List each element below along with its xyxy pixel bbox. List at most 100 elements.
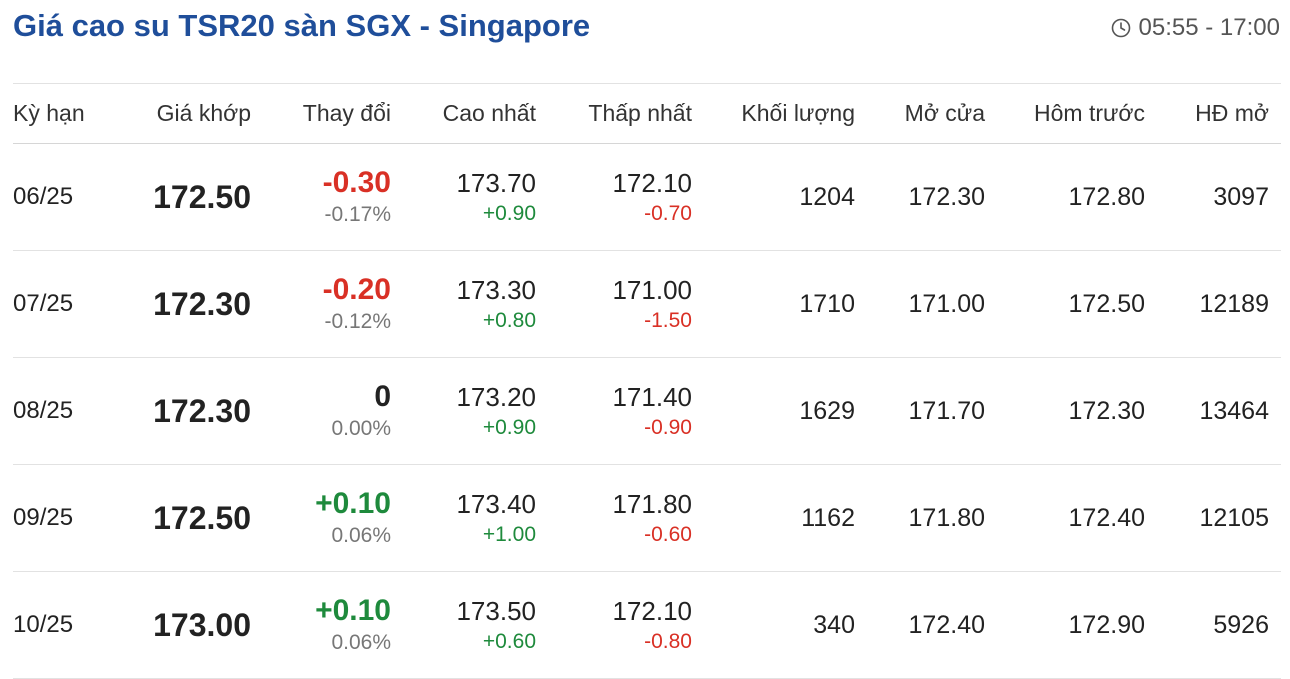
volume-cell: 1710 xyxy=(799,289,855,318)
match-price: 173.00 xyxy=(153,606,251,643)
prev-cell: 172.30 xyxy=(1068,396,1145,425)
price-cell: 172.50 xyxy=(113,465,263,572)
column-header-open: Mở cửa xyxy=(904,100,985,126)
open-cell: 171.80 xyxy=(908,503,985,532)
price-cell: 172.30 xyxy=(113,251,263,358)
open-interest-cell: 12105 xyxy=(1199,503,1269,532)
term-cell: 10/25 xyxy=(13,572,113,679)
column-header-open-interest: HĐ mở xyxy=(1195,100,1269,126)
change-value: +0.10 xyxy=(315,594,391,627)
match-price: 172.50 xyxy=(153,499,251,536)
high-price: 173.40 xyxy=(456,489,536,519)
volume-cell: 1629 xyxy=(799,396,855,425)
change-percent: -0.12% xyxy=(324,310,391,333)
table-row: 09/25 172.50 +0.10 0.06% 173.40 +1.00 17… xyxy=(13,465,1281,572)
low-change: -0.60 xyxy=(644,523,692,546)
change-value: +0.10 xyxy=(315,487,391,520)
low-price: 172.10 xyxy=(612,168,692,198)
term: 09/25 xyxy=(13,504,74,531)
open-cell: 171.00 xyxy=(908,289,985,318)
change-cell: +0.10 0.06% xyxy=(263,572,403,679)
high-cell: 173.70 +0.90 xyxy=(403,144,548,251)
price-cell: 173.00 xyxy=(113,572,263,679)
high-price: 173.20 xyxy=(456,382,536,412)
match-price: 172.30 xyxy=(153,285,251,322)
change-percent: 0.06% xyxy=(331,631,391,654)
price-cell: 172.30 xyxy=(113,358,263,465)
page-title: Giá cao su TSR20 sàn SGX - Singapore xyxy=(13,8,591,43)
low-change: -0.80 xyxy=(644,630,692,653)
low-change: -1.50 xyxy=(644,309,692,332)
column-header-price: Giá khớp xyxy=(156,100,251,126)
high-price: 173.70 xyxy=(456,168,536,198)
low-cell: 171.80 -0.60 xyxy=(548,465,704,572)
change-value: -0.20 xyxy=(322,273,391,306)
term: 08/25 xyxy=(13,397,74,424)
low-change: -0.70 xyxy=(644,202,692,225)
term-cell: 06/25 xyxy=(13,144,113,251)
open-interest-cell: 3097 xyxy=(1213,182,1269,211)
low-price: 171.40 xyxy=(612,382,692,412)
table-row: 07/25 172.30 -0.20 -0.12% 173.30 +0.80 1… xyxy=(13,251,1281,358)
term-cell: 08/25 xyxy=(13,358,113,465)
term: 07/25 xyxy=(13,290,74,317)
trading-hours: 05:55 - 17:00 xyxy=(1111,14,1280,42)
low-cell: 171.40 -0.90 xyxy=(548,358,704,465)
high-cell: 173.30 +0.80 xyxy=(403,251,548,358)
prev-cell: 172.80 xyxy=(1068,182,1145,211)
high-change: +0.80 xyxy=(482,309,536,332)
high-cell: 173.20 +0.90 xyxy=(403,358,548,465)
high-price: 173.50 xyxy=(456,596,536,626)
change-percent: 0.00% xyxy=(331,417,391,440)
prev-cell: 172.40 xyxy=(1068,503,1145,532)
change-value: 0 xyxy=(374,380,391,413)
high-cell: 173.40 +1.00 xyxy=(403,465,548,572)
column-header-high: Cao nhất xyxy=(442,100,536,126)
high-change: +1.00 xyxy=(482,523,536,546)
high-price: 173.30 xyxy=(456,275,536,305)
low-cell: 172.10 -0.70 xyxy=(548,144,704,251)
volume-cell: 1162 xyxy=(801,503,855,532)
high-cell: 173.50 +0.60 xyxy=(403,572,548,679)
change-value: -0.30 xyxy=(322,166,391,199)
prev-cell: 172.90 xyxy=(1068,610,1145,639)
high-change: +0.90 xyxy=(482,416,536,439)
open-cell: 172.40 xyxy=(908,610,985,639)
high-change: +0.60 xyxy=(482,630,536,653)
trading-hours-text: 05:55 - 17:00 xyxy=(1138,14,1280,41)
term-cell: 09/25 xyxy=(13,465,113,572)
low-cell: 171.00 -1.50 xyxy=(548,251,704,358)
change-cell: -0.20 -0.12% xyxy=(263,251,403,358)
change-cell: 0 0.00% xyxy=(263,358,403,465)
low-cell: 172.10 -0.80 xyxy=(548,572,704,679)
prev-cell: 172.50 xyxy=(1068,289,1145,318)
term: 06/25 xyxy=(13,183,74,210)
match-price: 172.30 xyxy=(153,392,251,429)
column-header-volume: Khối lượng xyxy=(741,100,855,126)
change-percent: -0.17% xyxy=(324,203,391,226)
open-interest-cell: 12189 xyxy=(1199,289,1269,318)
column-header-change: Thay đổi xyxy=(302,100,391,126)
term: 10/25 xyxy=(13,611,74,638)
open-cell: 171.70 xyxy=(908,396,985,425)
change-percent: 0.06% xyxy=(331,524,391,547)
change-cell: +0.10 0.06% xyxy=(263,465,403,572)
open-interest-cell: 5926 xyxy=(1213,610,1269,639)
column-header-prev: Hôm trước xyxy=(1034,100,1145,126)
price-cell: 172.50 xyxy=(113,144,263,251)
high-change: +0.90 xyxy=(482,202,536,225)
table-header-row: Kỳ hạn Giá khớp Thay đổi Cao nhất Thấp n… xyxy=(13,83,1281,144)
table-row: 08/25 172.30 0 0.00% 173.20 +0.90 171.40… xyxy=(13,358,1281,465)
low-change: -0.90 xyxy=(644,416,692,439)
open-cell: 172.30 xyxy=(908,182,985,211)
term-cell: 07/25 xyxy=(13,251,113,358)
volume-cell: 340 xyxy=(813,610,855,639)
page-header: Giá cao su TSR20 sàn SGX - Singapore 05:… xyxy=(0,0,1290,60)
column-header-low: Thấp nhất xyxy=(588,100,692,126)
table-row: 06/25 172.50 -0.30 -0.17% 173.70 +0.90 1… xyxy=(13,144,1281,251)
table-row: 10/25 173.00 +0.10 0.06% 173.50 +0.60 17… xyxy=(13,572,1281,679)
change-cell: -0.30 -0.17% xyxy=(263,144,403,251)
low-price: 171.80 xyxy=(612,489,692,519)
low-price: 171.00 xyxy=(612,275,692,305)
volume-cell: 1204 xyxy=(799,182,855,211)
